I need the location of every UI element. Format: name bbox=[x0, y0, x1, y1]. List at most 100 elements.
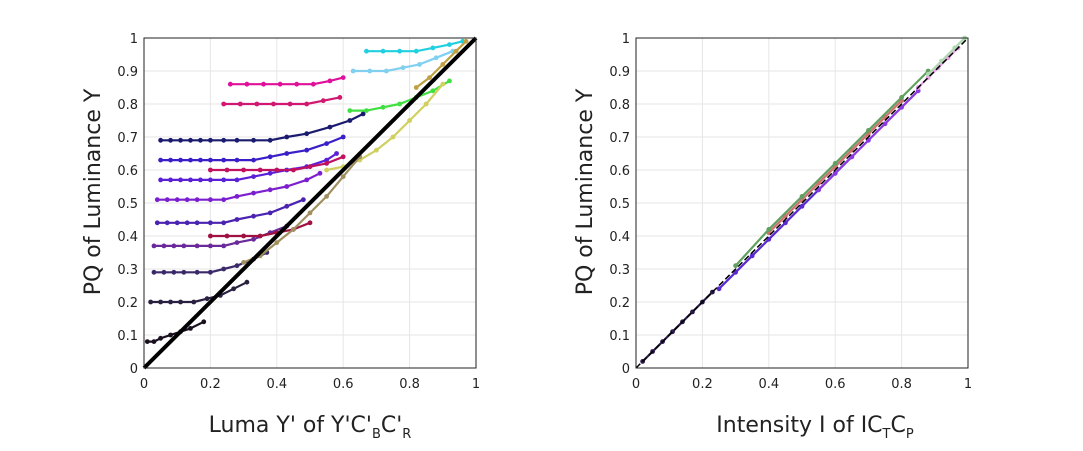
right-y-tick-label: 0.5 bbox=[609, 197, 630, 212]
right-segment-s2-2 bbox=[850, 139, 870, 158]
right-x-axis-label-main: Intensity I of IC bbox=[716, 413, 882, 438]
right-y-tick-label: 0.8 bbox=[609, 98, 630, 113]
left-x-tick-label: 0.8 bbox=[399, 377, 420, 392]
right-segment-s1-3 bbox=[767, 221, 787, 241]
left-segment-s0-12 bbox=[328, 119, 351, 129]
left-y-tick-label: 0.8 bbox=[117, 98, 138, 113]
left-x-tick-label: 0.4 bbox=[266, 377, 287, 392]
left-segment-s16-4 bbox=[391, 119, 411, 139]
right-reference-line bbox=[635, 37, 969, 369]
left-point-s9-7 bbox=[340, 75, 346, 80]
right-y-tick-label: 0.2 bbox=[609, 296, 630, 311]
left-segment-s17-5 bbox=[325, 175, 345, 198]
left-segment-s14-4 bbox=[431, 43, 451, 50]
right-y-tick-label: 0.9 bbox=[609, 65, 630, 80]
right-x-axis-label-sub1: T bbox=[882, 427, 891, 442]
left-y-tick-label: 0.5 bbox=[117, 197, 138, 212]
left-segment-s12-3 bbox=[259, 231, 278, 238]
left-point-s7-8 bbox=[244, 279, 250, 285]
left-segment-s0-10 bbox=[285, 132, 308, 139]
left-segment-s11-7 bbox=[325, 155, 345, 165]
right-segment-s6-1 bbox=[940, 46, 956, 63]
left-segment-s5-7 bbox=[235, 238, 255, 244]
right-chart: 0 0.1 0.2 0.3 0.4 0.5 0.6 0.7 0.8 0.9 1 0 0.2 0.4 0.6… bbox=[573, 32, 972, 442]
right-segment-s4-0 bbox=[734, 228, 770, 267]
left-segment-s17-4 bbox=[308, 195, 328, 214]
left-segment-s2-7 bbox=[235, 175, 255, 181]
right-segment-s3-7 bbox=[883, 99, 903, 119]
left-segment-s17-6 bbox=[342, 155, 361, 178]
left-segment-s10-6 bbox=[322, 96, 341, 102]
left-point-s8-6 bbox=[201, 319, 207, 325]
left-x-tick-label: 0.6 bbox=[333, 377, 354, 392]
right-segment-s2-1 bbox=[834, 155, 853, 175]
left-chart: 0 0.1 0.2 0.3 0.4 0.5 0.6 0.7 0.8 0.9 1 0 0.2 0.4 0.6… bbox=[81, 32, 480, 442]
right-segment-s1-4 bbox=[784, 205, 804, 224]
left-y-tick-label: 0.1 bbox=[117, 329, 138, 344]
left-segment-s15-4 bbox=[418, 56, 438, 66]
left-segment-s14-3 bbox=[415, 46, 434, 53]
left-segment-s18-2 bbox=[441, 50, 458, 66]
left-segment-s7-7 bbox=[232, 281, 249, 290]
left-segment-s13-2 bbox=[381, 102, 401, 109]
left-point-s10-7 bbox=[337, 95, 343, 100]
right-segment-s4-1 bbox=[767, 195, 804, 231]
right-x-axis-label-mid: C bbox=[891, 413, 906, 438]
right-segment-s4-4 bbox=[867, 96, 903, 132]
left-point-s0-14 bbox=[360, 111, 366, 117]
right-x-tick-label: 0 bbox=[632, 377, 640, 392]
left-point-s12-6 bbox=[307, 220, 313, 226]
left-segment-s0-9 bbox=[269, 135, 288, 142]
left-y-tick-label: 0.7 bbox=[117, 131, 138, 146]
right-y-tick-label: 0.1 bbox=[609, 329, 630, 344]
right-segment-s2-3 bbox=[867, 122, 887, 142]
left-segment-s4-9 bbox=[269, 205, 288, 214]
left-segment-s8-5 bbox=[189, 320, 205, 330]
left-segment-s3-8 bbox=[252, 188, 272, 195]
left-segment-s4-10 bbox=[285, 198, 305, 208]
left-y-tick-label: 0.4 bbox=[117, 230, 138, 245]
right-x-ticks: 0 0.2 0.4 0.6 0.8 1 bbox=[632, 377, 972, 392]
left-point-s2-13 bbox=[334, 151, 339, 156]
right-segment-s3-3 bbox=[817, 165, 837, 185]
left-point-s13-6 bbox=[447, 78, 452, 84]
left-segment-s3-11 bbox=[305, 172, 322, 181]
right-segment-s3-1 bbox=[784, 198, 804, 218]
left-segment-s4-7 bbox=[235, 215, 255, 221]
left-point-s1-13 bbox=[340, 134, 346, 140]
left-segment-s17-2 bbox=[275, 228, 295, 244]
right-segment-s3-4 bbox=[834, 149, 853, 168]
left-segment-s15-2 bbox=[385, 66, 405, 73]
right-y-tick-label: 0.4 bbox=[609, 230, 630, 245]
right-x-tick-label: 0.8 bbox=[891, 377, 912, 392]
left-segment-s9-5 bbox=[312, 79, 332, 86]
left-x-axis-label-sub2: R bbox=[402, 427, 411, 442]
right-x-tick-label: 1 bbox=[964, 377, 972, 392]
left-segment-s11-6 bbox=[308, 162, 328, 168]
right-y-tick-label: 1 bbox=[622, 32, 630, 47]
left-point-s16-7 bbox=[440, 81, 446, 87]
left-x-tick-label: 1 bbox=[472, 377, 480, 392]
left-segment-s2-8 bbox=[252, 172, 272, 178]
left-x-axis-label-main: Luma Y' of Y'C' bbox=[209, 413, 372, 438]
right-segment-s3-5 bbox=[850, 132, 870, 152]
left-segment-s17-3 bbox=[292, 211, 312, 231]
left-segment-s7-6 bbox=[219, 287, 235, 297]
right-segment-s3-6 bbox=[867, 116, 887, 135]
left-segment-s15-5 bbox=[435, 50, 454, 59]
right-y-ticks: 0 0.1 0.2 0.3 0.4 0.5 0.6 0.7 0.8 0.9 1 bbox=[609, 32, 630, 377]
left-segment-s1-11 bbox=[305, 142, 328, 152]
left-segment-s3-9 bbox=[269, 185, 288, 191]
right-marks bbox=[635, 35, 969, 369]
right-segment-s1-2 bbox=[751, 238, 770, 257]
right-segment-s1-5 bbox=[800, 188, 820, 208]
left-y-tick-label: 1 bbox=[130, 32, 138, 47]
right-plot-frame bbox=[635, 37, 969, 369]
left-segment-s17-1 bbox=[259, 241, 278, 257]
left-x-tick-label: 0 bbox=[140, 377, 148, 392]
left-segment-s16-6 bbox=[425, 83, 444, 106]
right-point-s2-6 bbox=[915, 88, 921, 94]
right-segment-s4-3 bbox=[834, 129, 870, 165]
left-plot-frame bbox=[143, 37, 477, 369]
right-segment-s1-1 bbox=[734, 254, 754, 274]
